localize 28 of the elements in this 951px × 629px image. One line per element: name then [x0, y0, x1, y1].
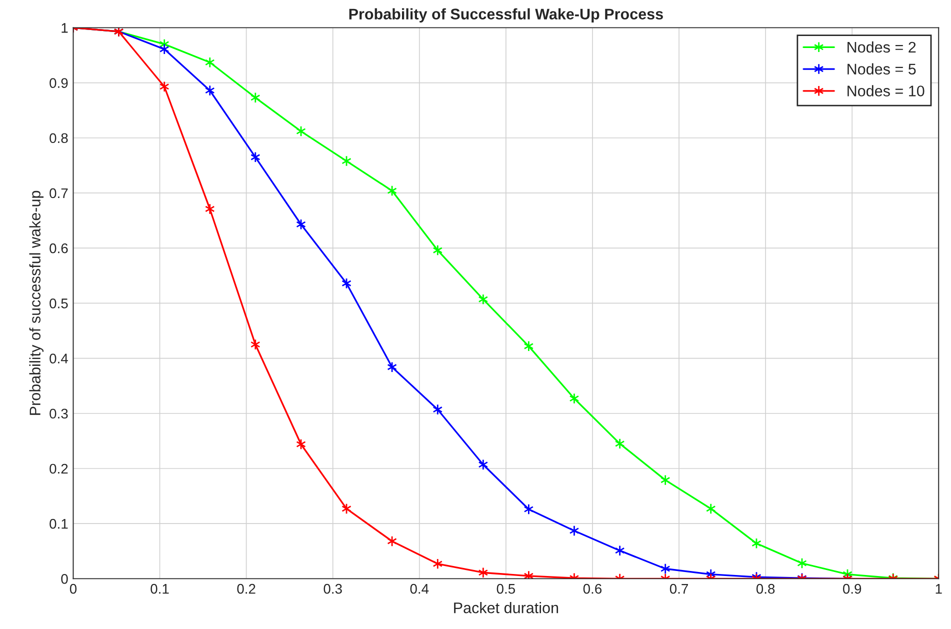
x-tick-label: 0.8 — [756, 584, 775, 594]
x-tick-label: 0.5 — [496, 584, 516, 594]
y-tick-label: 1 — [62, 23, 68, 33]
y-tick-label: 0.3 — [50, 408, 68, 419]
y-tick-label: 0.2 — [50, 464, 68, 474]
legend-label: Nodes = 2 — [848, 41, 916, 53]
x-tick-label: 0.3 — [324, 584, 342, 594]
legend-label: Nodes = 10 — [848, 85, 924, 96]
x-tick-label: 0.9 — [842, 584, 862, 594]
y-tick-label: 0.6 — [50, 243, 68, 254]
y-tick-label: 0.4 — [50, 354, 68, 364]
x-tick-label: 0.1 — [150, 584, 169, 594]
x-tick-label: 0 — [70, 584, 77, 594]
x-tick-label: 1 — [936, 584, 942, 594]
legend-label: Nodes = 5 — [848, 63, 916, 75]
y-tick-label: 0.8 — [50, 133, 68, 144]
x-tick-label: 0.7 — [670, 584, 688, 594]
chart-title: Probability of Successful Wake-Up Process — [349, 8, 663, 23]
y-tick-label: 0.7 — [50, 188, 68, 198]
y-tick-label: 0.1 — [50, 518, 68, 529]
x-tick-label: 0.4 — [410, 584, 429, 594]
y-tick-label: 0 — [61, 574, 68, 584]
x-tick-label: 0.2 — [237, 584, 256, 594]
x-tick-label: 0.6 — [583, 584, 602, 594]
y-axis-title: Probability of successful wake-up — [29, 190, 44, 415]
x-axis-title: Packet duration — [454, 602, 558, 614]
y-tick-label: 0.5 — [50, 298, 68, 308]
y-tick-label: 0.9 — [50, 78, 68, 88]
